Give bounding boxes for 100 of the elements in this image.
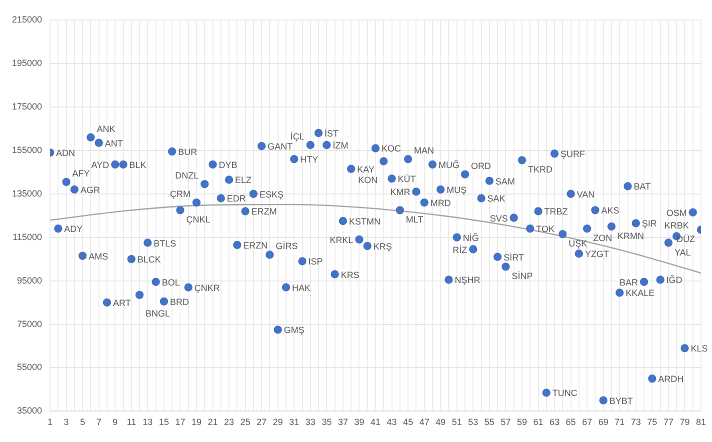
data-label: İÇL — [290, 131, 304, 142]
data-label: İST — [324, 128, 340, 138]
x-tick-label: 15 — [158, 417, 169, 428]
data-label: HTY — [300, 154, 318, 165]
x-tick-label: 9 — [112, 417, 118, 428]
data-label: TKRD — [528, 164, 553, 175]
data-label: SAM — [495, 176, 515, 186]
data-label: OSM — [666, 208, 687, 218]
data-label: KON — [358, 174, 378, 185]
data-label: UŞK — [568, 238, 588, 249]
data-label: ORD — [471, 160, 492, 171]
data-label: ERZN — [243, 240, 268, 250]
data-label: DÜZ — [676, 234, 696, 244]
data-label: SİNP — [512, 271, 533, 282]
y-tick-label: 35000 — [17, 406, 42, 416]
data-label: ART — [112, 298, 132, 308]
x-tick-label: 69 — [598, 417, 608, 428]
data-label: ANK — [96, 124, 116, 134]
x-tick-label: 49 — [436, 417, 446, 428]
data-label: YZGT — [584, 249, 610, 260]
x-tick-label: 77 — [663, 417, 674, 428]
data-label: KMR — [390, 187, 411, 198]
data-label: BLCK — [137, 254, 161, 265]
data-label: KRŞ — [373, 242, 392, 252]
data-label: BYBT — [609, 396, 634, 406]
y-tick-label: 175000 — [12, 101, 42, 112]
x-tick-label: 21 — [208, 417, 218, 428]
x-tick-label: 53 — [468, 417, 478, 428]
data-label: ESKŞ — [259, 189, 284, 200]
data-label: İZM — [332, 140, 348, 150]
y-tick-label: 115000 — [12, 232, 42, 242]
data-label: HAK — [292, 282, 311, 293]
x-tick-label: 45 — [403, 417, 414, 428]
data-label: ELZ — [235, 175, 252, 186]
data-label: ÇNKL — [186, 214, 210, 225]
data-label: BUR — [178, 146, 198, 157]
data-label: KÜT — [398, 174, 416, 184]
x-tick-label: 67 — [582, 417, 592, 428]
data-label: ARDH — [658, 374, 684, 384]
data-label: BTLS — [154, 238, 176, 248]
data-label: MLT — [406, 214, 424, 225]
data-label: KOC — [382, 144, 402, 154]
data-label: AKS — [601, 206, 620, 216]
x-tick-label: 41 — [370, 417, 381, 428]
x-tick-label: 73 — [630, 417, 641, 428]
data-label: YAL — [674, 247, 691, 258]
data-label: AYD — [91, 160, 110, 170]
y-tick-label: 215000 — [12, 14, 42, 24]
data-label: ÇRM — [170, 189, 191, 200]
data-label: GMŞ — [284, 325, 304, 336]
x-tick-label: 7 — [96, 417, 102, 428]
data-label: GANT — [268, 142, 294, 152]
x-tick-label: 47 — [419, 417, 430, 428]
data-label: BNGL — [146, 308, 170, 318]
data-label: DNZL — [175, 170, 199, 181]
data-label: KRBK — [664, 220, 689, 231]
x-tick-label: 63 — [550, 417, 560, 428]
data-label: KKALE — [626, 288, 655, 298]
x-tick-label: 35 — [322, 417, 332, 428]
x-tick-label: 61 — [533, 417, 544, 428]
data-label: KRKL — [330, 234, 354, 245]
x-tick-label: 75 — [647, 417, 658, 428]
x-tick-label: 51 — [452, 417, 462, 428]
data-label: GİRS — [276, 241, 298, 252]
x-tick-label: 33 — [305, 417, 316, 428]
data-label: KRS — [340, 270, 360, 280]
data-label: DYB — [218, 160, 238, 170]
data-label: EDR — [226, 194, 246, 204]
data-label: MAN — [414, 146, 434, 156]
data-label: MUĞ — [438, 160, 460, 170]
data-label: BLK — [129, 160, 146, 170]
y-tick-label: 55000 — [17, 362, 42, 372]
data-label: AMS — [88, 251, 108, 262]
x-tick-label: 19 — [191, 417, 202, 428]
data-label: SVS — [490, 213, 508, 224]
x-tick-label: 31 — [289, 417, 300, 428]
data-label: ISP — [308, 256, 323, 267]
x-tick-label: 59 — [516, 417, 527, 428]
x-tick-label: 55 — [484, 417, 494, 428]
data-label: AGR — [80, 185, 100, 196]
data-label: BRD — [170, 296, 190, 307]
data-label: BOL — [162, 277, 180, 288]
data-label: KRMN — [617, 230, 644, 241]
y-tick-label: 95000 — [17, 275, 42, 286]
x-tick-label: 13 — [142, 417, 153, 428]
data-label: IĞD — [666, 275, 683, 286]
x-tick-label: 57 — [500, 417, 511, 428]
data-label: ÇNKR — [194, 282, 220, 293]
x-tick-label: 37 — [338, 417, 348, 428]
x-tick-label: 79 — [680, 417, 690, 428]
x-tick-label: 81 — [696, 417, 706, 428]
x-tick-label: 11 — [126, 417, 136, 428]
data-label: SAK — [487, 194, 506, 204]
x-tick-label: 65 — [566, 417, 576, 428]
data-label: MRD — [430, 198, 452, 208]
data-label: KAY — [357, 164, 374, 174]
y-tick-label: 135000 — [12, 188, 42, 198]
x-tick-label: 5 — [80, 417, 86, 428]
data-label: ADY — [64, 224, 83, 234]
x-tick-label: 29 — [272, 417, 283, 428]
